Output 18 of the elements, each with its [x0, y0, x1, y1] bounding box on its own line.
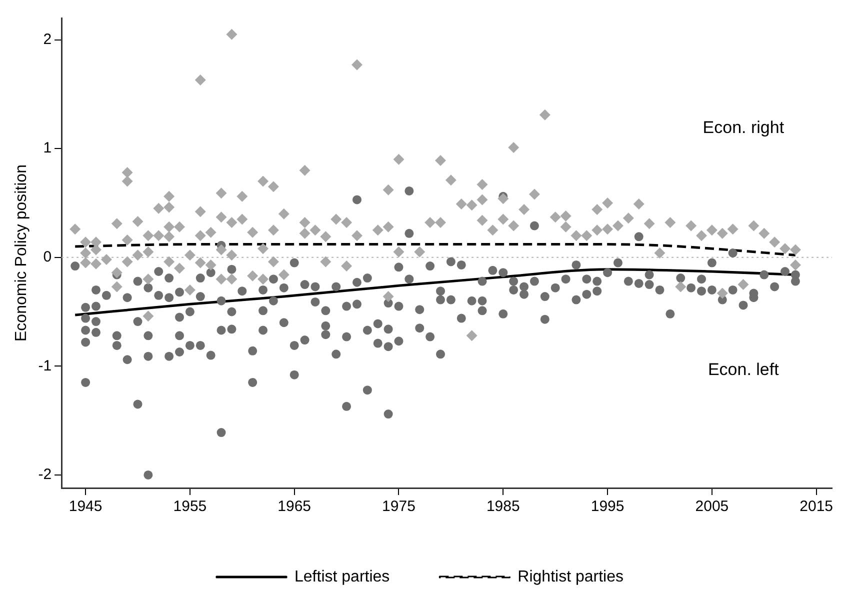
legend-label: Rightist parties — [518, 568, 624, 586]
y-tick-label: -2 — [38, 466, 52, 484]
y-tick-label: -1 — [38, 357, 52, 374]
x-tick-label: 1955 — [173, 498, 207, 516]
x-tick-label: 1985 — [486, 498, 520, 516]
y-axis-title: Economic Policy position — [13, 164, 30, 342]
x-tick-label: 1965 — [278, 498, 312, 516]
y-tick-label: 2 — [43, 30, 52, 48]
x-tick-label: 2015 — [800, 498, 834, 516]
x-tick-label: 1995 — [590, 498, 624, 516]
annotation: Econ. right — [702, 118, 784, 138]
y-tick-label: 0 — [43, 248, 52, 266]
x-tick-label: 2005 — [695, 498, 729, 516]
x-tick-label: 1945 — [68, 498, 102, 516]
x-tick-label: 1975 — [382, 498, 416, 516]
legend-label: Leftist parties — [294, 568, 390, 586]
y-tick-label: 1 — [43, 140, 52, 157]
annotation: Econ. left — [708, 360, 780, 380]
